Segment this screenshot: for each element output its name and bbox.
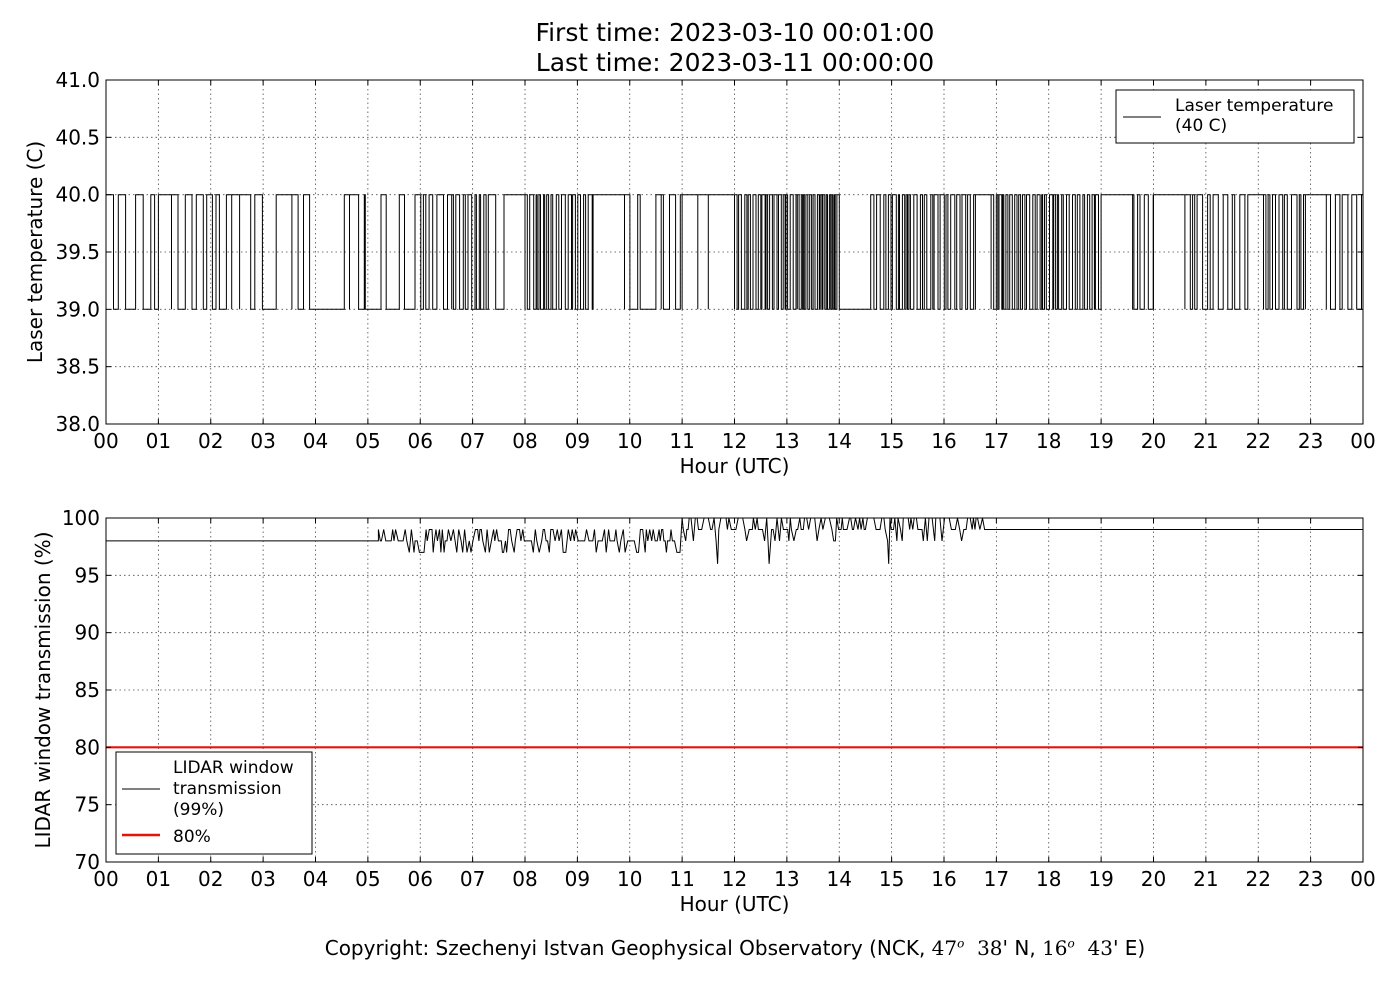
x-tick-label: 14 — [827, 429, 852, 453]
y-tick-label: 100 — [62, 506, 100, 530]
x-tick-label: 17 — [984, 429, 1009, 453]
x-tick-label: 20 — [1141, 867, 1166, 891]
y-tick-label: 41.0 — [55, 68, 100, 92]
x-tick-label: 04 — [303, 429, 328, 453]
y-tick-label: 38.5 — [55, 355, 100, 379]
laser-temperature-panel: 00 01 02 03 04 05 06 07 08 09 10 11 12 13 14 15 16 17 18 19… — [23, 68, 1376, 478]
x-tick-label: 12 — [722, 867, 747, 891]
lidar-transmission-panel: 00 01 02 03 04 05 06 07 08 09 10 11 12 13 14 15 16 17 18 19… — [31, 506, 1376, 916]
y-tick-label: 85 — [75, 678, 100, 702]
x-tick-label: 21 — [1193, 429, 1218, 453]
y-tick-label: 75 — [75, 793, 100, 817]
x-tick-label: 09 — [565, 429, 590, 453]
x-tick-label: 20 — [1141, 429, 1166, 453]
x-tick-label: 05 — [355, 867, 380, 891]
x-tick-label: 19 — [1088, 867, 1113, 891]
latitude-degrees: 47 — [931, 936, 958, 960]
x-axis-label: Hour (UTC) — [680, 454, 790, 478]
x-tick-label: 02 — [198, 867, 223, 891]
x-tick-label: 15 — [879, 867, 904, 891]
x-tick-label: 11 — [669, 867, 694, 891]
figure-title-line-2: Last time: 2023-03-11 00:00:00 — [535, 48, 935, 77]
y-tick-label: 39.5 — [55, 240, 100, 264]
latitude-hemisphere: N, — [1014, 936, 1043, 960]
y-tick-label: 70 — [75, 850, 100, 874]
x-tick-label: 12 — [722, 429, 747, 453]
x-axis-label: Hour (UTC) — [680, 892, 790, 916]
x-tick-label: 03 — [250, 867, 275, 891]
x-tick-label: 07 — [460, 429, 485, 453]
figure-title-line-1: First time: 2023-03-10 00:01:00 — [535, 18, 935, 47]
x-tick-label: 06 — [408, 867, 433, 891]
longitude-minutes: 43 — [1087, 936, 1113, 960]
y-axis-label: LIDAR window transmission (%) — [31, 532, 55, 849]
x-tick-label: 00 — [1350, 429, 1375, 453]
x-tick-label: 02 — [198, 429, 223, 453]
y-tick-label: 90 — [75, 621, 100, 645]
legend-label-transmission: transmission — [173, 779, 282, 799]
x-tick-label: 21 — [1193, 867, 1218, 891]
x-tick-label: 08 — [512, 429, 537, 453]
y-tick-label: 39.0 — [55, 297, 100, 321]
x-tick-label: 10 — [617, 429, 642, 453]
legend-top: Laser temperature(40 C) — [1115, 89, 1355, 144]
x-tick-label: 00 — [93, 429, 118, 453]
latitude-degree-symbol: o — [957, 936, 965, 951]
longitude-degrees: 16 — [1042, 936, 1068, 960]
x-tick-label: 18 — [1036, 867, 1061, 891]
x-tick-label: 00 — [93, 867, 118, 891]
copyright-notice: Copyright: Szechenyi Istvan Geophysical … — [324, 936, 1146, 960]
x-tick-label: 01 — [146, 867, 171, 891]
x-tick-label: 17 — [984, 867, 1009, 891]
y-tick-label: 40.0 — [55, 183, 100, 207]
x-tick-label: 15 — [879, 429, 904, 453]
x-tick-label: 22 — [1246, 867, 1271, 891]
x-tick-label: 13 — [774, 429, 799, 453]
y-tick-label: 38.0 — [55, 412, 100, 436]
y-tick-label: 80 — [75, 735, 100, 759]
x-tick-label: 05 — [355, 429, 380, 453]
x-tick-label: 01 — [146, 429, 171, 453]
legend-label-laser: Laser temperature — [1175, 96, 1333, 116]
x-tick-label: 06 — [408, 429, 433, 453]
x-tick-label: 16 — [931, 429, 956, 453]
x-tick-label: 11 — [669, 429, 694, 453]
x-tick-label: 18 — [1036, 429, 1061, 453]
x-tick-label: 16 — [931, 867, 956, 891]
copyright-prefix: Copyright: Szechenyi Istvan Geophysical … — [324, 936, 932, 960]
x-tick-label: 07 — [460, 867, 485, 891]
lidar-transmission-series-line — [106, 517, 1363, 564]
x-tick-label: 04 — [303, 867, 328, 891]
x-tick-label: 22 — [1246, 429, 1271, 453]
legend-label-laser: (40 C) — [1175, 116, 1227, 136]
longitude-hemisphere: E) — [1124, 936, 1146, 960]
latitude-minutes: 38 — [977, 936, 1003, 960]
x-tick-label: 08 — [512, 867, 537, 891]
legend-label-transmission: LIDAR window — [173, 758, 294, 778]
x-tick-label: 00 — [1350, 867, 1375, 891]
legend-box — [115, 751, 313, 855]
legend-label-80: 80% — [173, 827, 211, 847]
y-tick-label: 40.5 — [55, 125, 100, 149]
x-tick-label: 14 — [827, 867, 852, 891]
longitude-degree-symbol: o — [1067, 936, 1075, 951]
laser-temperature-series-line — [105, 194, 1364, 310]
x-tick-label: 03 — [250, 429, 275, 453]
x-tick-label: 13 — [774, 867, 799, 891]
y-axis-label: Laser temperature (C) — [23, 141, 47, 363]
x-tick-label: 23 — [1298, 429, 1323, 453]
x-tick-label: 09 — [565, 867, 590, 891]
x-tick-label: 19 — [1088, 429, 1113, 453]
legend-label-transmission: (99%) — [173, 800, 224, 820]
x-tick-label: 23 — [1298, 867, 1323, 891]
y-tick-label: 95 — [75, 563, 100, 587]
x-tick-label: 10 — [617, 867, 642, 891]
